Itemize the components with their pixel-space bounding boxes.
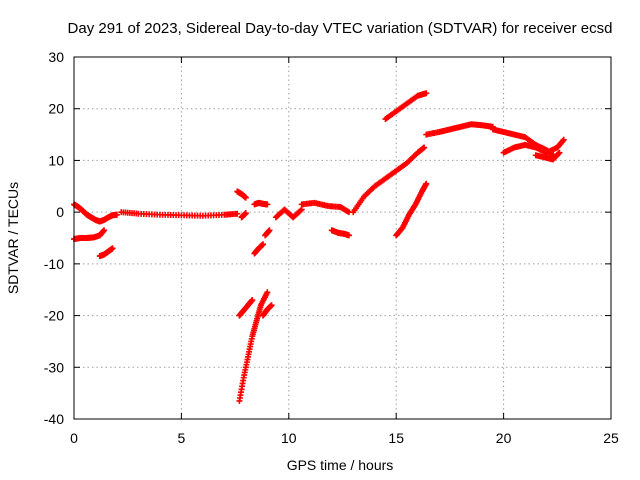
data-point xyxy=(264,201,271,208)
series-arc-19 xyxy=(423,121,496,138)
data-point xyxy=(266,227,273,234)
data-point xyxy=(260,241,267,248)
grid-lines xyxy=(74,57,611,419)
series-arc-8 xyxy=(238,210,249,221)
data-point xyxy=(345,232,352,239)
plot-frame xyxy=(73,56,612,420)
series-arc-13 xyxy=(272,206,305,221)
chart-title: Day 291 of 2023, Sidereal Day-to-day VTE… xyxy=(68,20,613,37)
series-arc-4 xyxy=(118,209,241,219)
data-point xyxy=(423,180,430,187)
y-tick-label: -10 xyxy=(44,256,64,272)
series-arc-6 xyxy=(236,297,256,319)
x-axis-label: GPS time / hours xyxy=(287,457,394,473)
series-arc-16 xyxy=(350,144,428,216)
y-axis-label: SDTVAR / TECUs xyxy=(5,182,21,294)
series-arc-5 xyxy=(236,289,271,404)
series-arc-11 xyxy=(251,241,267,257)
series-arc-22 xyxy=(532,149,563,163)
series-arc-18 xyxy=(393,180,430,239)
x-tick-label: 25 xyxy=(603,430,619,446)
data-point xyxy=(555,150,562,157)
series-arc-2 xyxy=(71,227,108,243)
data-point xyxy=(242,210,249,217)
data-point xyxy=(242,194,249,201)
data-point xyxy=(421,144,428,151)
series-arc-17 xyxy=(382,90,430,123)
series-arc-21 xyxy=(500,136,567,156)
series-arc-14 xyxy=(298,199,352,216)
data-point xyxy=(101,227,108,234)
x-tick-label: 15 xyxy=(388,430,404,446)
data-point xyxy=(268,302,275,309)
y-tick-label: 0 xyxy=(56,204,64,220)
y-tick-label: 20 xyxy=(48,101,64,117)
series-arc-1 xyxy=(71,201,120,225)
y-tick-label: -20 xyxy=(44,308,64,324)
data-point xyxy=(234,210,241,217)
data-point xyxy=(113,211,120,218)
y-tick-label: 30 xyxy=(48,49,64,65)
data-point xyxy=(297,207,304,214)
data-point xyxy=(249,297,256,304)
data-point xyxy=(423,90,430,97)
data-point xyxy=(560,136,567,143)
y-tick-label: 10 xyxy=(48,152,64,168)
data-point xyxy=(559,137,566,144)
series-arc-12 xyxy=(260,302,275,319)
data-point xyxy=(264,289,271,296)
y-tick-label: -30 xyxy=(44,359,64,375)
series-arc-15 xyxy=(328,227,352,239)
x-tick-label: 5 xyxy=(178,430,186,446)
data-point xyxy=(556,149,563,156)
x-tick-label: 20 xyxy=(496,430,512,446)
series-arc-3 xyxy=(96,245,116,260)
data-points xyxy=(71,90,567,404)
series-arc-10 xyxy=(262,227,273,239)
x-tick-label: 0 xyxy=(70,430,78,446)
x-tick-label: 10 xyxy=(281,430,297,446)
series-arc-9 xyxy=(251,199,271,208)
data-point xyxy=(109,245,116,252)
data-point xyxy=(298,206,305,213)
series-arc-7 xyxy=(234,188,249,201)
y-tick-label: -40 xyxy=(44,411,64,427)
